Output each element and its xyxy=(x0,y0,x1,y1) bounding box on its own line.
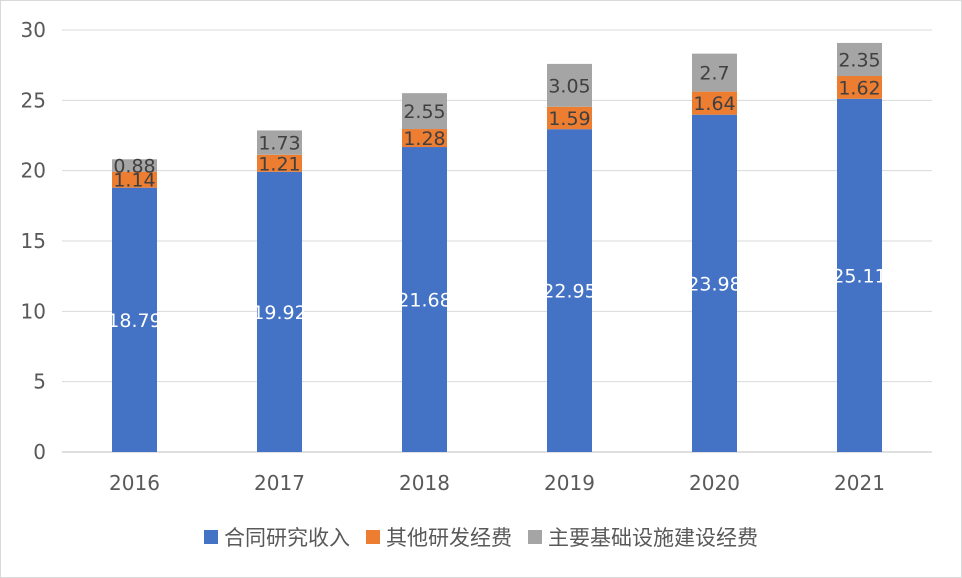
bar-2020-series-3 xyxy=(692,53,737,92)
legend-swatch-series-1 xyxy=(204,530,218,544)
data-label: 22.95 xyxy=(542,281,596,303)
bar-2017-series-3 xyxy=(257,130,302,155)
data-label: 2.35 xyxy=(838,49,880,71)
bars: 18.79 1.140.88 19.92 1.211.73 21.68 1.28 2.55 2… xyxy=(107,42,887,453)
bar-2016-series-1 xyxy=(112,187,157,453)
data-label: 1.14 xyxy=(113,170,155,192)
gridlines xyxy=(62,29,932,453)
y-tick-label: 0 xyxy=(33,440,46,464)
legend-label-series-2: 其他研发经费 xyxy=(386,526,512,550)
legend-label-series-3: 主要基础设施建设经费 xyxy=(548,526,758,550)
legend-swatch-series-3 xyxy=(528,530,542,544)
legend: 合同研究收入 其他研发经费 主要基础设施建设经费 xyxy=(0,522,962,552)
bar-2016-series-3 xyxy=(112,159,157,172)
y-axis-ticks: 0 5 10 15 20 25 30 xyxy=(21,18,46,464)
data-label: 1.64 xyxy=(693,93,735,115)
data-label: 1.59 xyxy=(548,108,590,130)
bar-2019-series-3 xyxy=(547,63,592,107)
bar-2019-series-2 xyxy=(547,106,592,130)
bar-2020-series-2 xyxy=(692,91,737,115)
data-label: 2.7 xyxy=(699,63,729,85)
y-tick-label: 15 xyxy=(21,229,46,253)
bar-2017-series-2 xyxy=(257,154,302,172)
legend-item-series-2: 其他研发经费 xyxy=(366,522,512,552)
x-tick-label: 2021 xyxy=(834,471,885,495)
data-label: 23.98 xyxy=(687,273,741,295)
data-label: 1.73 xyxy=(258,133,300,155)
bar-2018-series-2 xyxy=(402,129,447,148)
bar-2017-series-1 xyxy=(257,171,302,453)
bar-2021-series-2 xyxy=(837,75,882,99)
bar-2016-series-2 xyxy=(112,171,157,188)
data-label: 2.55 xyxy=(403,101,445,123)
bar-2018-series-1 xyxy=(402,147,447,452)
x-tick-label: 2016 xyxy=(109,471,160,495)
x-tick-label: 2020 xyxy=(689,471,740,495)
y-tick-label: 20 xyxy=(21,159,46,183)
data-label: 18.79 xyxy=(107,310,161,332)
legend-swatch-series-2 xyxy=(366,530,380,544)
data-label: 3.05 xyxy=(548,75,590,97)
y-tick-label: 25 xyxy=(21,88,46,112)
bar-2018-series-3 xyxy=(402,93,447,130)
y-tick-label: 30 xyxy=(21,18,46,42)
data-label: 1.62 xyxy=(838,77,880,99)
data-label: 21.68 xyxy=(397,290,451,312)
bar-2021-series-1 xyxy=(837,98,882,452)
y-tick-label: 5 xyxy=(33,370,46,394)
bar-2020-series-1 xyxy=(692,114,737,452)
data-label: 25.11 xyxy=(832,265,886,287)
bar-2021-series-3 xyxy=(837,42,882,76)
bar-2019-series-1 xyxy=(547,129,592,453)
data-label: 0.88 xyxy=(113,155,155,177)
data-label: 1.28 xyxy=(403,128,445,150)
legend-item-series-3: 主要基础设施建设经费 xyxy=(528,522,758,552)
data-label: 19.92 xyxy=(252,302,306,324)
x-tick-label: 2019 xyxy=(544,471,595,495)
legend-item-series-1: 合同研究收入 xyxy=(204,522,350,552)
legend-label-series-1: 合同研究收入 xyxy=(224,526,350,550)
data-label: 1.21 xyxy=(258,153,300,175)
x-tick-label: 2018 xyxy=(399,471,450,495)
x-tick-label: 2017 xyxy=(254,471,305,495)
y-tick-label: 10 xyxy=(21,299,46,323)
x-axis-ticks: 2016 2017 2018 2019 2020 2021 xyxy=(109,471,885,495)
